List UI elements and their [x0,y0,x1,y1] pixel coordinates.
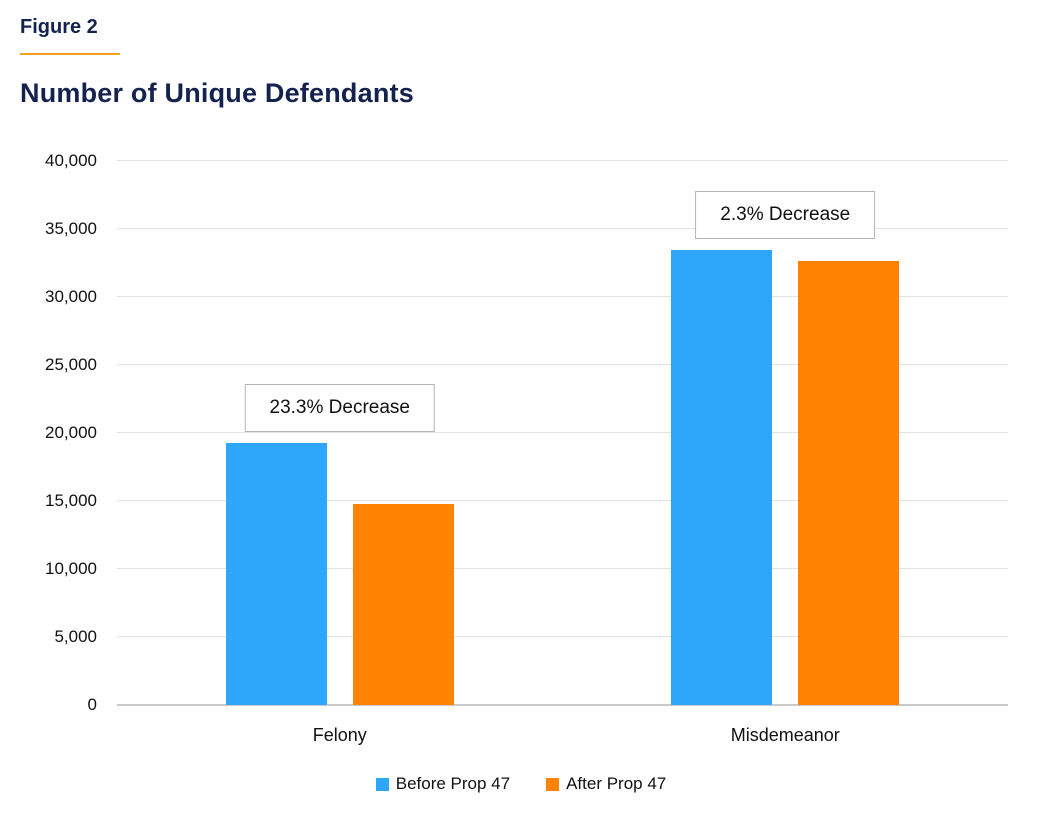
bar-misdemeanor-after-prop-47 [798,260,900,705]
annotation-misdemeanor: 2.3% Decrease [695,191,876,240]
x-category-label-felony: Felony [312,725,367,745]
gridline-30000 [117,296,1008,297]
figure-label: Figure 2 [20,16,98,38]
legend-swatch-icon [546,777,560,791]
gridline-10000 [117,568,1008,569]
annotation-felony: 23.3% Decrease [244,384,435,433]
y-tick-label-5000: 5,000 [54,627,97,646]
legend-item-before-prop-47: Before Prop 47 [375,774,511,794]
y-tick-label-35000: 35,000 [45,219,97,238]
chart-title: Number of Unique Defendants [20,78,414,108]
bar-chart-plot-area: 0 5,000 10,000 15,000 20,000 25,000 30,000 35,0… [45,151,1008,745]
x-category-label-misdemeanor: Misdemeanor [730,725,840,745]
gridline-35000 [117,228,1008,229]
figure-label-underline [20,53,120,55]
y-tick-label-15000: 15,000 [45,491,97,510]
gridline-25000 [117,364,1008,365]
y-tick-label-10000: 10,000 [45,559,97,578]
legend-label: After Prop 47 [566,774,667,793]
gridline-20000 [117,432,1008,433]
gridline-15000 [117,500,1008,501]
bar-felony-after-prop-47 [352,504,454,705]
x-axis-baseline [117,704,1008,706]
y-tick-label-40000: 40,000 [45,151,97,170]
y-tick-label-20000: 20,000 [45,423,97,442]
y-tick-label-25000: 25,000 [45,355,97,374]
bar-misdemeanor-before-prop-47 [671,250,773,705]
y-tick-label-0: 0 [87,695,97,714]
legend-item-after-prop-47: After Prop 47 [546,774,666,794]
chart-legend: Before Prop 47 After Prop 47 [0,774,1042,794]
gridline-5000 [117,636,1008,637]
y-tick-label-30000: 30,000 [45,287,97,306]
bar-felony-before-prop-47 [225,443,327,705]
legend-swatch-icon [375,777,389,791]
gridline-40000 [117,160,1008,161]
legend-label: Before Prop 47 [395,774,511,793]
